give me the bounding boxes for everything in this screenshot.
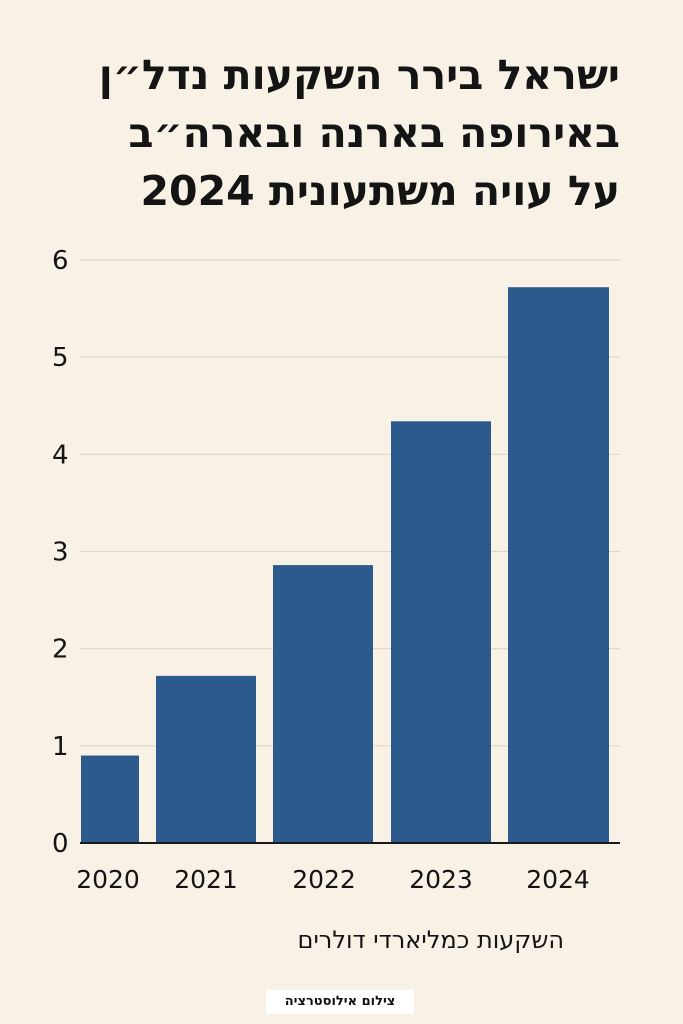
bar-2022 — [273, 565, 373, 843]
y-tick-label: 1 — [52, 732, 69, 762]
title-line-2: באירופה בארנה ובארה״ב — [128, 109, 620, 157]
x-tick-label: 2020 — [76, 865, 140, 894]
x-tick-label: 2022 — [292, 865, 356, 894]
y-tick-label: 0 — [52, 829, 69, 859]
x-tick-label: 2024 — [526, 865, 590, 894]
y-tick-label: 3 — [52, 538, 69, 568]
y-tick-label: 2 — [52, 635, 69, 665]
y-tick-label: 6 — [52, 246, 69, 276]
chart-title: ישראל בירר השקעות נדל״ן באירופה בארנה וב… — [40, 46, 620, 220]
bar-2021 — [156, 675, 256, 843]
bar-2024 — [508, 287, 609, 843]
bar-2023 — [391, 421, 491, 843]
y-tick-label: 5 — [52, 343, 69, 373]
y-tick-label: 4 — [52, 440, 69, 470]
bar-2020 — [81, 755, 139, 843]
x-axis-label: השקעות כמליארדי דולרים — [298, 926, 564, 954]
title-line-3: על עויה משתעונית 2024 — [140, 167, 620, 215]
title-line-1: ישראל בירר השקעות נדל״ן — [98, 51, 620, 99]
x-tick-label: 2021 — [174, 865, 238, 894]
x-tick-label: 2023 — [409, 865, 473, 894]
photo-credit: צילום אילוסטרציה — [266, 990, 414, 1014]
